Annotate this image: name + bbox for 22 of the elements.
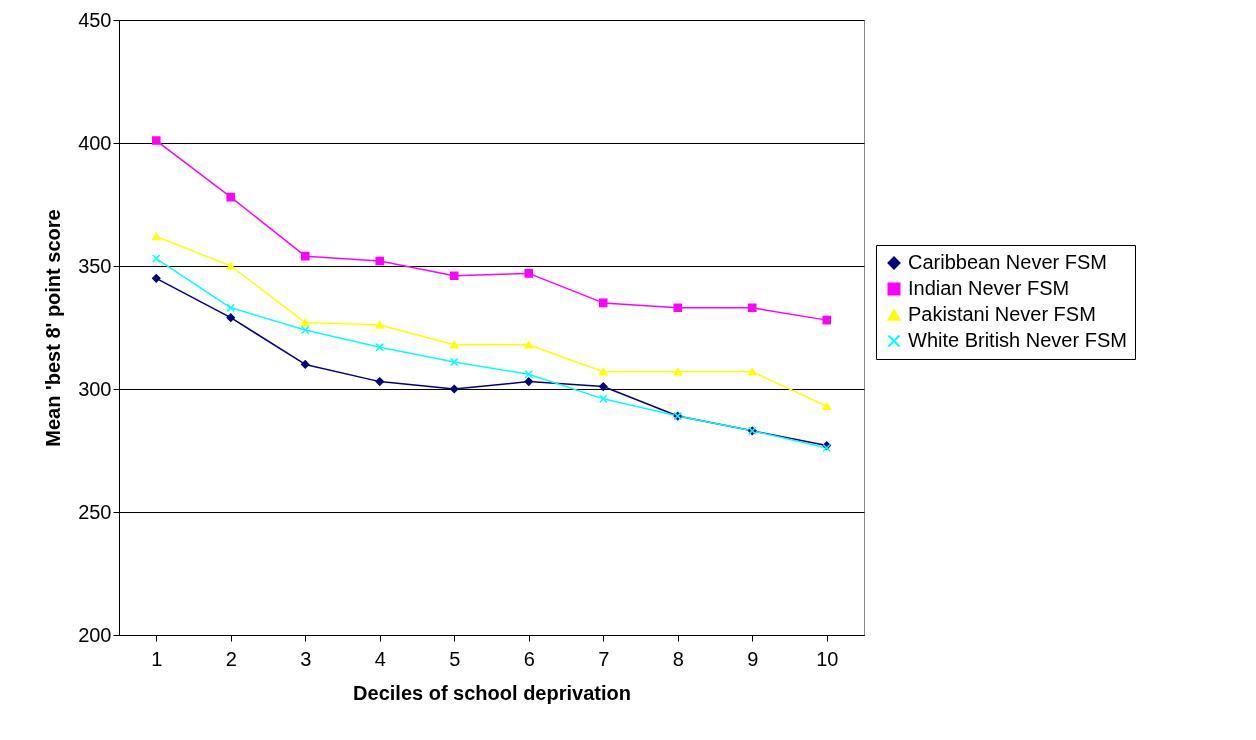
- x-tick-label: 10: [816, 647, 839, 670]
- y-axis-title: Mean 'best 8' point score: [42, 209, 65, 447]
- legend-label: Pakistani Never FSM: [908, 303, 1096, 325]
- x-tick-label: 9: [747, 647, 759, 670]
- x-tick-label: 1: [151, 647, 163, 670]
- x-tick-label: 4: [374, 647, 386, 670]
- x-tick-label: 3: [300, 647, 312, 670]
- legend-label: Indian Never FSM: [908, 277, 1070, 299]
- x-tick-label: 5: [449, 647, 461, 670]
- y-tick-label: 350: [78, 254, 112, 277]
- y-tick-label: 450: [78, 8, 112, 31]
- x-axis-title: Deciles of school deprivation: [353, 681, 631, 704]
- y-tick-label: 300: [78, 377, 112, 400]
- legend-label: White British Never FSM: [908, 329, 1127, 351]
- y-tick-label: 250: [78, 500, 112, 523]
- x-tick-label: 8: [672, 647, 684, 670]
- x-tick-label: 2: [225, 647, 237, 670]
- y-tick-label: 400: [78, 131, 112, 154]
- x-tick-label: 7: [598, 647, 610, 670]
- x-tick-label: 6: [523, 647, 535, 670]
- legend-label: Caribbean Never FSM: [908, 251, 1107, 273]
- y-tick-label: 200: [78, 623, 112, 646]
